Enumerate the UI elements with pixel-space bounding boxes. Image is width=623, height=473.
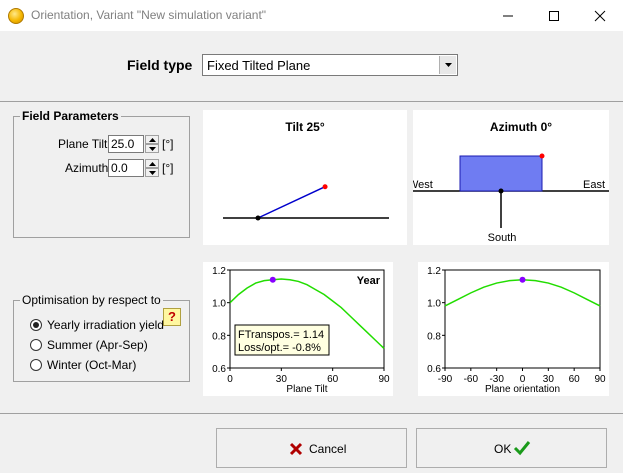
optimisation-group: Optimisation by respect to xyxy=(13,293,190,382)
plane-tilt-down-button[interactable] xyxy=(145,144,159,153)
optimum-marker xyxy=(269,276,276,283)
plane-rectangle xyxy=(459,155,543,192)
center-point xyxy=(498,188,504,194)
minimize-button[interactable] xyxy=(485,0,531,31)
tilt-chart-panel: 0.6 0.8 1.0 1.2 0 30 60 90 Plane Tilt Year FTransp… xyxy=(203,262,393,396)
info-box-line: FTranspos.= 1.14 xyxy=(238,329,324,341)
y-tick-label: 0.6 xyxy=(427,364,441,375)
optimisation-legend: Optimisation by respect to xyxy=(20,293,163,307)
close-icon xyxy=(594,10,606,22)
cancel-button[interactable]: Cancel xyxy=(216,428,407,468)
tilt-chart: 0.6 0.8 1.0 1.2 0 30 60 90 Plane Tilt Year FTransp… xyxy=(212,266,390,395)
y-tick-label: 1.0 xyxy=(427,299,441,310)
azimuth-diagram: Azimuth 0° West East South xyxy=(408,120,609,244)
cancel-label: Cancel xyxy=(309,442,347,456)
plot-frame xyxy=(229,269,385,369)
arrow-down-icon xyxy=(149,171,156,175)
y-tick-label: 0.8 xyxy=(212,331,226,342)
field-type-label: Field type xyxy=(127,57,193,73)
east-label: East xyxy=(583,179,605,191)
y-tick-label: 0.6 xyxy=(212,364,226,375)
azimuth-diagram-panel: Azimuth 0° West East South xyxy=(408,110,609,245)
azimuth-title: Azimuth 0° xyxy=(490,120,552,134)
optimisation-radio-1[interactable] xyxy=(30,339,42,351)
ok-label: OK xyxy=(494,442,512,456)
info-box xyxy=(234,324,330,356)
optimisation-option-label[interactable]: Winter (Oct-Mar) xyxy=(47,358,137,372)
series-label: Year xyxy=(357,275,381,287)
azimuth-down-button[interactable] xyxy=(145,168,159,177)
main-frame xyxy=(0,101,623,413)
plane-tilt-unit: [°] xyxy=(162,137,174,151)
arrow-up-icon xyxy=(149,162,156,166)
pivot-point xyxy=(255,215,261,221)
y-tick-label: 1.2 xyxy=(427,266,441,277)
chevron-down-icon xyxy=(445,63,452,67)
plane-tilt-stepper[interactable] xyxy=(145,135,159,153)
x-tick-label: 0 xyxy=(227,374,233,385)
azimuth-input[interactable]: 0.0 xyxy=(108,159,144,177)
cancel-x-icon xyxy=(289,442,303,456)
field-parameters-group: Field Parameters xyxy=(13,109,190,238)
maximize-button[interactable] xyxy=(531,0,577,31)
y-tick-label: 0.8 xyxy=(427,331,441,342)
x-tick-label: -90 xyxy=(438,374,453,385)
tilted-plane-line xyxy=(257,186,326,219)
x-tick-label: 30 xyxy=(543,374,555,385)
x-tick-label: -60 xyxy=(464,374,479,385)
x-tick-label: 30 xyxy=(276,374,288,385)
checkmark-icon xyxy=(513,441,531,456)
azimuth-stepper[interactable] xyxy=(145,159,159,177)
close-button[interactable] xyxy=(577,0,623,31)
azimuth-up-button[interactable] xyxy=(145,159,159,168)
info-box-line: Loss/opt.= -0.8% xyxy=(238,342,321,354)
south-label: South xyxy=(488,232,517,244)
azimuth-unit: [°] xyxy=(162,161,174,175)
orientation-chart: 0.6 0.8 1.0 1.2 -90 -60 -30 0 30 60 90 Plane orient… xyxy=(427,266,606,395)
plane-tilt-input[interactable]: 25.0 xyxy=(108,135,144,153)
orientation-chart-panel: 0.6 0.8 1.0 1.2 -90 -60 -30 0 30 60 90 Plane orient… xyxy=(418,262,609,396)
tilt-diagram-panel: Tilt 25° xyxy=(203,110,407,245)
window-title: Orientation, Variant "New simulation var… xyxy=(31,8,267,22)
plane-end-point xyxy=(322,184,328,190)
title-bar: Orientation, Variant "New simulation var… xyxy=(0,0,623,31)
x-tick-label: 60 xyxy=(327,374,339,385)
x-tick-label: 60 xyxy=(569,374,581,385)
plane-tilt-label: Plane Tilt xyxy=(58,137,108,151)
plot-frame xyxy=(444,269,601,369)
optimisation-radio-0[interactable] xyxy=(30,319,42,331)
field-parameters-legend: Field Parameters xyxy=(20,109,121,123)
west-label: West xyxy=(413,179,433,191)
optimum-marker xyxy=(519,276,526,283)
x-axis-label: Plane orientation xyxy=(485,384,560,395)
plane-tilt-up-button[interactable] xyxy=(145,135,159,144)
field-type-select[interactable]: Fixed Tilted Plane xyxy=(202,54,458,76)
app-logo-icon xyxy=(8,8,24,24)
series-line xyxy=(229,278,385,349)
y-tick-label: 1.2 xyxy=(212,266,226,277)
tilt-title: Tilt 25° xyxy=(285,120,324,134)
x-tick-label: 0 xyxy=(520,374,526,385)
dropdown-arrow-button[interactable] xyxy=(439,56,456,74)
arrow-up-icon xyxy=(149,138,156,142)
x-axis-label: Plane Tilt xyxy=(286,384,327,395)
ok-button[interactable]: OK xyxy=(416,428,607,468)
series-line xyxy=(444,279,601,307)
azimuth-label: Azimuth xyxy=(65,161,109,175)
x-tick-label: -30 xyxy=(489,374,504,385)
x-tick-label: 90 xyxy=(594,374,606,385)
optimisation-option-label[interactable]: Summer (Apr-Sep) xyxy=(47,338,148,352)
field-type-value: Fixed Tilted Plane xyxy=(207,58,311,73)
optimisation-radio-2[interactable] xyxy=(30,359,42,371)
arrow-down-icon xyxy=(149,147,156,151)
plane-corner-point xyxy=(539,153,545,159)
y-tick-label: 1.0 xyxy=(212,299,226,310)
optimisation-option-label[interactable]: Yearly irradiation yield xyxy=(47,318,164,332)
help-button[interactable]: ? xyxy=(163,308,181,326)
tilt-diagram: Tilt 25° xyxy=(223,120,389,221)
x-tick-label: 90 xyxy=(378,374,390,385)
